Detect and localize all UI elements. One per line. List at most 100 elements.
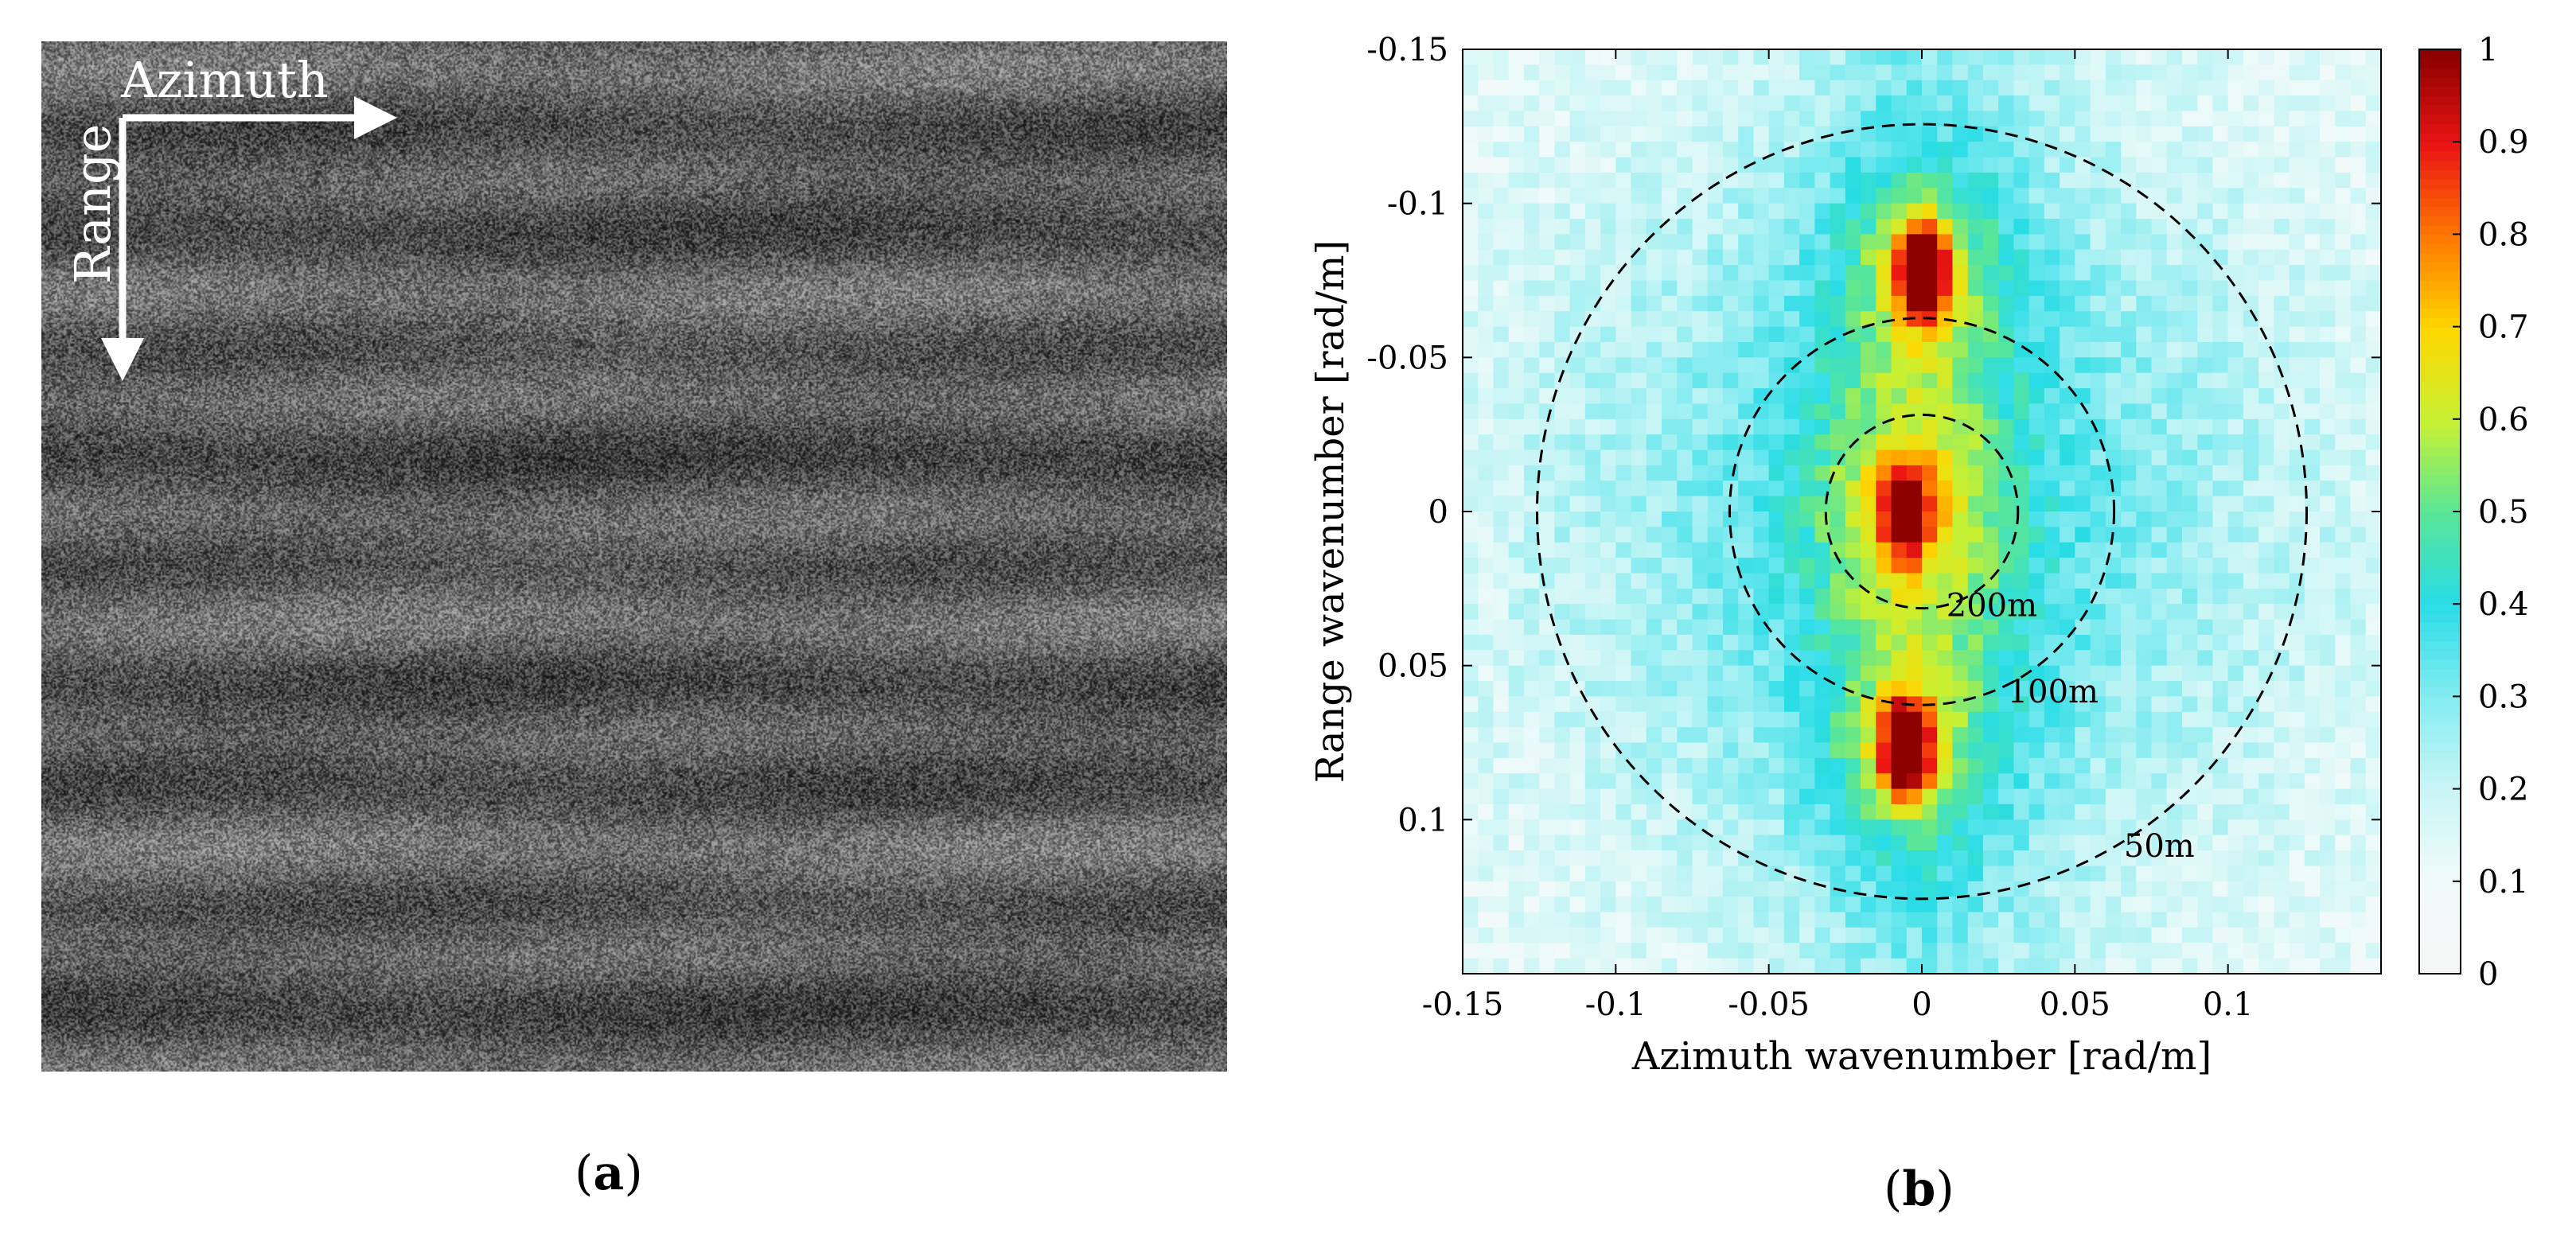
heatmap-cell	[1600, 295, 1617, 313]
heatmap-cell	[1906, 512, 1923, 528]
heatmap-cell	[1982, 157, 1999, 173]
heatmap-cell	[2304, 757, 2321, 775]
heatmap-cell	[2320, 372, 2336, 389]
heatmap-cell	[2227, 219, 2244, 235]
heatmap-cell	[2075, 881, 2091, 897]
heatmap-cell	[1523, 958, 1540, 975]
colorbar-swatch	[2419, 687, 2461, 698]
heatmap-cell	[2350, 341, 2367, 359]
heatmap-cell	[1814, 142, 1831, 158]
heatmap-cell	[2181, 157, 2198, 173]
heatmap-cell	[1814, 403, 1831, 420]
heatmap-cell	[2060, 588, 2076, 605]
heatmap-cell	[1768, 757, 1785, 775]
heatmap-cell	[1906, 49, 1923, 66]
heatmap-cell	[2304, 188, 2321, 204]
azimuth-label: Azimuth	[120, 51, 329, 109]
heatmap-cell	[1906, 157, 1923, 173]
heatmap-cell	[2181, 819, 2198, 836]
heatmap-cell	[1600, 558, 1617, 574]
heatmap-cell	[2197, 927, 2214, 944]
heatmap-cell	[1508, 480, 1525, 497]
heatmap-cell	[1646, 172, 1662, 189]
heatmap-cell	[2258, 650, 2275, 667]
heatmap-cell	[2136, 634, 2153, 652]
heatmap-cell	[2028, 203, 2045, 220]
heatmap-cell	[1982, 588, 1999, 605]
heatmap-cell	[2136, 372, 2153, 389]
heatmap-cell	[2227, 188, 2244, 204]
heatmap-cell	[1584, 773, 1601, 790]
heatmap-cell	[1861, 234, 1877, 251]
heatmap-cell	[2090, 280, 2106, 297]
heatmap-cell	[1967, 449, 1984, 466]
heatmap-cell	[2075, 465, 2091, 482]
heatmap-cell	[1463, 943, 1479, 959]
heatmap-cell	[2105, 681, 2122, 698]
heatmap-cell	[1799, 588, 1816, 605]
heatmap-cell	[2350, 958, 2367, 975]
heatmap-cell	[1584, 619, 1601, 636]
heatmap-cell	[2105, 126, 2122, 142]
heatmap-cell	[1876, 280, 1892, 297]
heatmap-cell	[1600, 95, 1617, 112]
heatmap-cell	[1478, 527, 1495, 543]
heatmap-cell	[2289, 188, 2305, 204]
heatmap-cell	[2350, 188, 2367, 204]
heatmap-cell	[1783, 927, 1800, 944]
heatmap-cell	[2365, 49, 2382, 66]
heatmap-cell	[2105, 757, 2122, 775]
heatmap-cell	[1584, 111, 1601, 127]
heatmap-cell	[1523, 773, 1540, 790]
heatmap-cell	[1584, 403, 1601, 420]
heatmap-cell	[2121, 727, 2138, 744]
heatmap-cell	[2304, 619, 2321, 636]
heatmap-cell	[1493, 157, 1510, 173]
heatmap-cell	[1707, 788, 1724, 805]
heatmap-cell	[1677, 604, 1693, 620]
heatmap-cell	[2197, 64, 2214, 81]
heatmap-cell	[2136, 558, 2153, 574]
heatmap-cell	[2060, 172, 2076, 189]
heatmap-cell	[2044, 619, 2060, 636]
heatmap-cell	[2365, 434, 2382, 451]
heatmap-cell	[1845, 249, 1861, 266]
heatmap-cell	[2060, 650, 2076, 667]
heatmap-cell	[1539, 49, 1556, 66]
heatmap-cell	[2365, 850, 2382, 867]
heatmap-cell	[2243, 619, 2259, 636]
heatmap-cell	[2013, 341, 2030, 359]
heatmap-cell	[2075, 434, 2091, 451]
heatmap-cell	[2350, 819, 2367, 836]
heatmap-cell	[1539, 280, 1556, 297]
heatmap-cell	[2227, 897, 2244, 913]
heatmap-cell	[2289, 449, 2305, 466]
heatmap-cell	[1478, 449, 1495, 466]
heatmap-cell	[1891, 465, 1908, 482]
heatmap-cell	[1998, 142, 2015, 158]
heatmap-cell	[1463, 496, 1479, 512]
heatmap-cell	[1692, 496, 1709, 512]
heatmap-cell	[2060, 480, 2076, 497]
heatmap-cell	[1508, 711, 1525, 728]
heatmap-cell	[2335, 219, 2352, 235]
heatmap-cell	[1646, 480, 1662, 497]
heatmap-cell	[1738, 512, 1755, 528]
heatmap-cell	[1876, 434, 1892, 451]
heatmap-cell	[1523, 249, 1540, 266]
heatmap-cell	[2013, 834, 2030, 851]
heatmap-cell	[1768, 512, 1785, 528]
heatmap-cell	[1554, 727, 1571, 744]
heatmap-cell	[2274, 773, 2290, 790]
colorbar-swatch	[2419, 807, 2461, 818]
heatmap-cell	[2212, 866, 2229, 882]
heatmap-cell	[2075, 619, 2091, 636]
heatmap-cell	[2044, 311, 2060, 328]
heatmap-cell	[1799, 249, 1816, 266]
heatmap-cell	[2227, 558, 2244, 574]
heatmap-cell	[2105, 265, 2122, 282]
heatmap-cell	[1738, 172, 1755, 189]
heatmap-cell	[2166, 866, 2183, 882]
heatmap-cell	[1677, 388, 1693, 405]
heatmap-cell	[2044, 912, 2060, 928]
